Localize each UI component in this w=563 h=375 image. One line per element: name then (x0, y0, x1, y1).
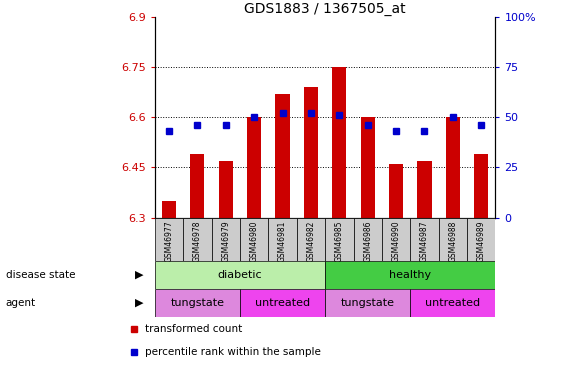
Text: GSM46980: GSM46980 (249, 220, 258, 262)
Bar (240, 289, 325, 317)
Text: diabetic: diabetic (218, 270, 262, 280)
Text: GSM46986: GSM46986 (363, 220, 372, 262)
Bar (410, 217, 439, 261)
Bar (467, 217, 495, 261)
Bar (155, 217, 183, 261)
Bar (325, 289, 410, 317)
Bar (361, 117, 375, 218)
Bar (382, 217, 410, 261)
Bar (162, 201, 176, 217)
Bar (190, 154, 204, 218)
Text: GSM46977: GSM46977 (164, 220, 173, 262)
Text: untreated: untreated (255, 298, 310, 308)
Text: GSM46989: GSM46989 (477, 220, 486, 262)
Bar (269, 217, 297, 261)
Text: ▶: ▶ (135, 298, 144, 308)
Bar (297, 217, 325, 261)
Bar (155, 261, 325, 289)
Text: GSM46987: GSM46987 (420, 220, 429, 262)
Bar (275, 94, 289, 218)
Bar (474, 154, 488, 218)
Title: GDS1883 / 1367505_at: GDS1883 / 1367505_at (244, 2, 406, 16)
Text: GSM46981: GSM46981 (278, 220, 287, 262)
Bar (410, 289, 495, 317)
Text: GSM46979: GSM46979 (221, 220, 230, 262)
Bar (304, 87, 318, 218)
Bar (332, 67, 346, 218)
Text: GSM46985: GSM46985 (335, 220, 344, 262)
Bar (439, 217, 467, 261)
Text: ▶: ▶ (135, 270, 144, 280)
Text: healthy: healthy (389, 270, 431, 280)
Text: tungstate: tungstate (171, 298, 225, 308)
Bar (183, 217, 212, 261)
Bar (389, 164, 403, 218)
Bar (446, 117, 460, 218)
Bar (212, 217, 240, 261)
Bar (325, 261, 495, 289)
Bar (240, 217, 269, 261)
Bar (155, 289, 240, 317)
Bar (218, 160, 233, 218)
Text: GSM46990: GSM46990 (392, 220, 401, 262)
Bar (417, 160, 432, 218)
Text: transformed count: transformed count (145, 324, 242, 334)
Bar (354, 217, 382, 261)
Text: percentile rank within the sample: percentile rank within the sample (145, 347, 321, 357)
Bar (247, 117, 261, 218)
Text: agent: agent (6, 298, 36, 308)
Text: GSM46982: GSM46982 (306, 220, 315, 262)
Text: disease state: disease state (6, 270, 75, 280)
Text: GSM46978: GSM46978 (193, 220, 202, 262)
Text: tungstate: tungstate (341, 298, 395, 308)
Text: untreated: untreated (425, 298, 480, 308)
Bar (325, 217, 354, 261)
Text: GSM46988: GSM46988 (448, 220, 457, 262)
